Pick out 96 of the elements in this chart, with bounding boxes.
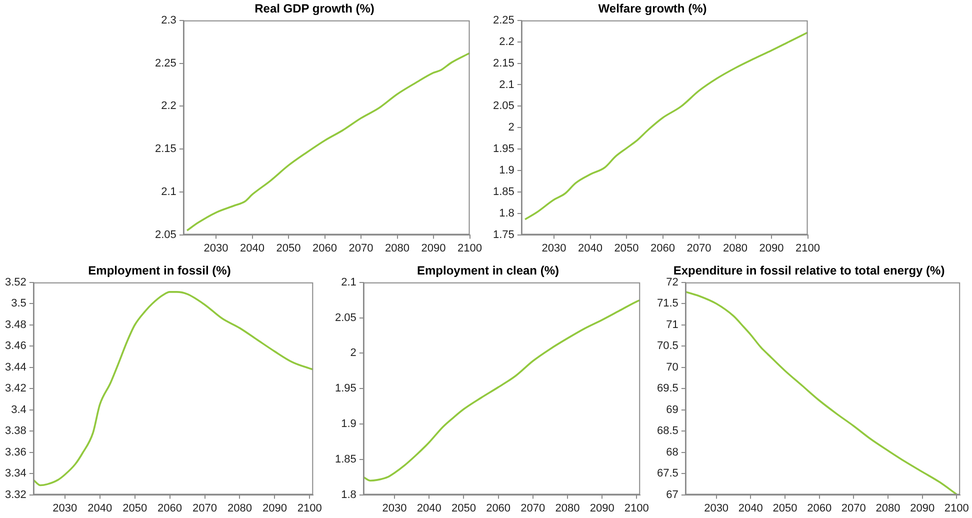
y-tick-label: 1.95 (334, 382, 356, 395)
y-tick-label: 1.8 (499, 207, 514, 220)
y-tick-label: 2.05 (492, 100, 514, 112)
y-tick-label: 1.8 (341, 488, 356, 501)
x-tick-label: 2080 (555, 502, 580, 514)
y-tick-label: 2.15 (154, 143, 176, 156)
y-tick-label: 72 (666, 276, 678, 288)
line-series (685, 290, 958, 495)
line-series (33, 291, 314, 486)
y-tick-label: 71.5 (656, 298, 678, 310)
y-tick-label: 2.2 (499, 36, 514, 48)
x-tick-label: 2080 (227, 502, 252, 514)
y-tick-label: 3.44 (4, 361, 26, 374)
x-tick-label: 2070 (686, 242, 712, 254)
x-tick-label: 2040 (738, 502, 763, 514)
x-tick-label: 2100 (297, 502, 322, 514)
x-tick-label: 2050 (122, 502, 148, 514)
y-tick-label: 3.48 (4, 318, 26, 331)
x-tick-label: 2080 (723, 242, 748, 254)
y-tick-label: 67.5 (656, 468, 678, 480)
x-tick-label: 2050 (451, 502, 476, 514)
x-tick-label: 2040 (416, 502, 442, 514)
y-tick-label: 71 (666, 318, 678, 331)
x-tick-label: 2030 (382, 502, 407, 514)
y-tick-label: 2 (508, 122, 514, 134)
y-tick-label: 2.05 (154, 228, 176, 241)
chart-title: Expenditure in fossil relative to total energy (%) (673, 264, 945, 278)
y-tick-label: 3.36 (4, 446, 26, 458)
chart-title: Real GDP growth (%) (254, 2, 374, 16)
y-tick-label: 3.5 (11, 298, 26, 310)
y-tick-label: 1.95 (492, 143, 514, 156)
y-tick-label: 1.9 (499, 164, 514, 177)
y-tick-label: 68.5 (656, 425, 678, 438)
x-tick-label: 2100 (796, 242, 820, 254)
x-tick-label: 2090 (590, 502, 614, 514)
line-series (524, 32, 808, 220)
x-tick-label: 2060 (486, 502, 511, 514)
x-tick-label: 2070 (192, 502, 217, 514)
y-tick-label: 1.85 (334, 453, 356, 466)
y-tick-label: 2 (350, 347, 356, 360)
y-tick-label: 2.3 (161, 14, 176, 26)
x-tick-label: 2060 (650, 242, 676, 254)
y-tick-label: 2.25 (154, 57, 176, 70)
x-tick-label: 2080 (385, 242, 410, 254)
y-tick-label: 1.75 (492, 228, 514, 241)
chart-title: Employment in clean (%) (416, 264, 560, 278)
x-tick-label: 2090 (262, 502, 287, 514)
y-tick-label: 2.15 (492, 57, 514, 70)
x-tick-label: 2070 (520, 502, 546, 514)
y-tick-label: 2.1 (161, 186, 176, 198)
y-tick-label: 3.46 (4, 340, 26, 352)
y-tick-label: 69 (666, 404, 678, 416)
x-tick-label: 2070 (841, 502, 866, 514)
y-tick-label: 1.85 (492, 186, 514, 198)
x-tick-label: 2040 (578, 242, 603, 254)
y-tick-label: 70.5 (656, 340, 678, 352)
x-tick-label: 2040 (240, 242, 265, 254)
y-tick-label: 69.5 (656, 382, 678, 395)
y-tick-label: 3.52 (4, 276, 26, 288)
y-tick-label: 3.34 (4, 468, 26, 480)
line-series (363, 299, 640, 482)
x-tick-label: 2060 (807, 502, 832, 514)
y-tick-label: 3.32 (4, 488, 26, 501)
chart-title: Employment in fossil (%) (88, 264, 231, 278)
y-tick-label: 2.2 (161, 100, 176, 112)
x-tick-label: 2050 (614, 242, 639, 254)
y-tick-label: 70 (666, 361, 678, 374)
chart-title: Welfare growth (%) (598, 2, 707, 16)
x-tick-label: 2040 (88, 502, 112, 514)
x-tick-label: 2090 (759, 242, 784, 254)
x-tick-label: 2030 (542, 242, 566, 254)
x-tick-label: 2050 (276, 242, 301, 254)
x-tick-label: 2050 (772, 502, 798, 514)
y-tick-label: 2.1 (341, 276, 356, 288)
y-tick-label: 1.9 (341, 418, 356, 430)
y-tick-label: 2.05 (334, 312, 356, 324)
x-tick-label: 2070 (348, 242, 374, 254)
x-tick-label: 2080 (876, 502, 900, 514)
x-tick-label: 2030 (204, 242, 228, 254)
x-tick-label: 2030 (52, 502, 78, 514)
x-tick-label: 2100 (458, 242, 482, 254)
line-series (186, 52, 470, 232)
y-tick-label: 68 (666, 446, 678, 458)
x-tick-label: 2090 (910, 502, 935, 514)
x-tick-label: 2060 (158, 502, 182, 514)
y-tick-label: 67 (666, 488, 678, 501)
y-tick-label: 3.38 (4, 425, 26, 438)
x-tick-label: 2100 (944, 502, 969, 514)
y-tick-label: 2.25 (492, 14, 514, 26)
x-tick-label: 2090 (421, 242, 446, 254)
y-tick-label: 2.1 (499, 78, 514, 91)
x-tick-label: 2030 (704, 502, 729, 514)
x-tick-label: 2060 (312, 242, 338, 254)
y-tick-label: 3.4 (11, 404, 26, 416)
y-tick-label: 3.42 (4, 382, 26, 395)
x-tick-label: 2100 (624, 502, 649, 514)
